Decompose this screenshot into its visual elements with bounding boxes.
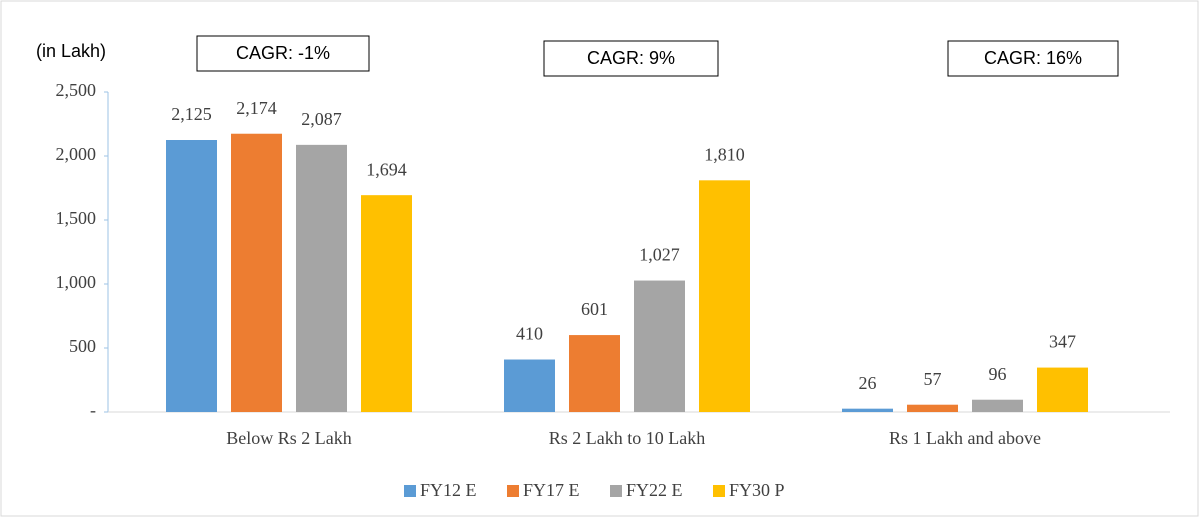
value-label: 1,694	[366, 159, 407, 179]
annotation-box	[543, 40, 719, 77]
legend-swatch	[713, 485, 725, 497]
value-label: 2,087	[301, 109, 342, 129]
annotation: CAGR: 9%	[587, 48, 675, 68]
value-label: 1,810	[704, 144, 745, 164]
y-tick-label: 1,500	[56, 208, 97, 228]
value-label: 410	[516, 324, 543, 344]
value-label: 26	[859, 373, 877, 393]
bar	[296, 144, 347, 412]
bar	[972, 399, 1023, 412]
legend-label: FY17 E	[523, 480, 580, 500]
annotation: CAGR: 16%	[984, 48, 1082, 68]
annotation-box	[196, 35, 370, 72]
y-tick-label: 2,000	[56, 144, 97, 164]
y-tick-label: 2,500	[56, 80, 97, 100]
x-tick-label: Rs 1 Lakh and above	[889, 428, 1041, 448]
value-label: 96	[989, 364, 1007, 384]
bar	[842, 408, 893, 412]
legend-swatch	[610, 485, 622, 497]
value-label: 57	[924, 369, 942, 389]
bar	[361, 195, 412, 412]
bar	[1037, 367, 1088, 412]
value-label: 347	[1049, 332, 1076, 352]
legend-label: FY30 P	[729, 480, 785, 500]
bar	[699, 180, 750, 412]
bar	[634, 280, 685, 412]
legend-label: FY22 E	[626, 480, 683, 500]
bar	[569, 335, 620, 412]
value-label: 1,027	[639, 245, 680, 265]
x-tick-label: Rs 2 Lakh to 10 Lakh	[549, 428, 705, 448]
value-label: 601	[581, 299, 608, 319]
y-axis-label: (in Lakh)	[36, 41, 106, 61]
bar	[907, 404, 958, 412]
annotation: CAGR: -1%	[236, 43, 330, 63]
y-tick-label: 1,000	[56, 272, 97, 292]
bar	[166, 140, 217, 412]
legend-label: FY12 E	[420, 480, 477, 500]
bar	[504, 359, 555, 412]
x-tick-label: Below Rs 2 Lakh	[226, 428, 352, 448]
y-tick-label: 500	[69, 336, 96, 356]
value-label: 2,125	[171, 104, 212, 124]
legend-swatch	[404, 485, 416, 497]
legend-swatch	[507, 485, 519, 497]
bar	[231, 133, 282, 412]
value-label: 2,174	[236, 98, 277, 118]
y-tick-label: -	[90, 400, 96, 420]
annotation-box	[947, 40, 1119, 77]
